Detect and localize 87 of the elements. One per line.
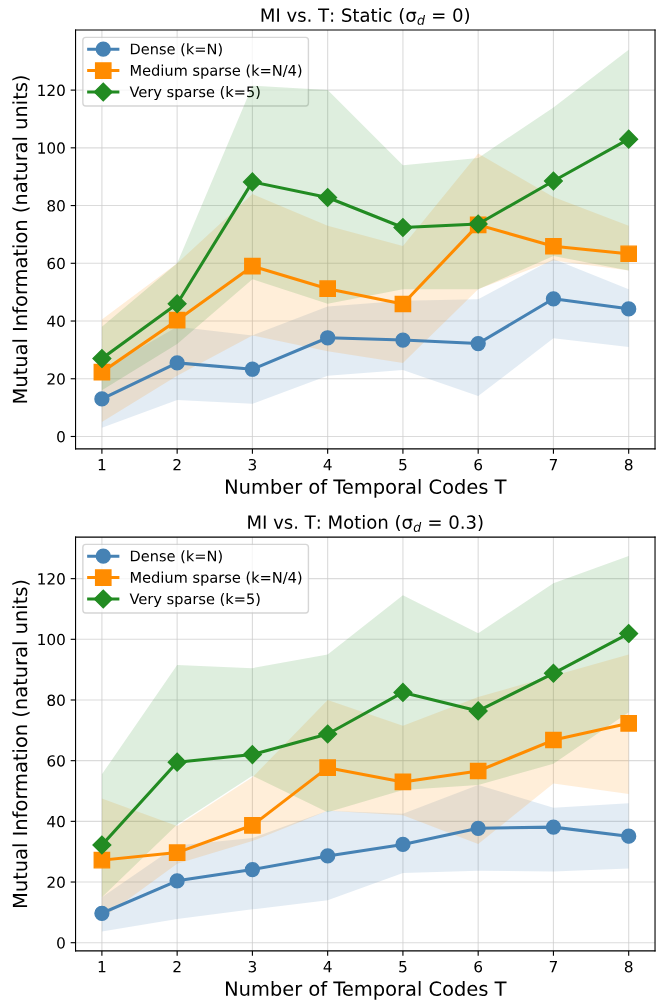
point [320, 848, 336, 864]
x-tick-label: 2 [173, 960, 181, 973]
legend-label: Medium sparse (k=N/4) [130, 64, 302, 79]
y-tick-label: 120 [38, 573, 65, 585]
y-tick-label: 100 [38, 142, 65, 154]
point [167, 752, 187, 772]
x-tick-label: 3 [248, 960, 257, 973]
point [394, 295, 412, 313]
y-tick-label: 20 [47, 373, 65, 385]
point [244, 257, 261, 275]
x-tick-label: 3 [248, 458, 257, 471]
y-tick-label: 40 [47, 815, 65, 828]
x-tick-label: 1 [98, 459, 106, 471]
point [319, 280, 336, 298]
point [318, 724, 338, 744]
point [620, 245, 638, 263]
point [167, 294, 187, 314]
point [169, 355, 185, 371]
point [543, 171, 563, 191]
point [319, 759, 336, 776]
y-axis-title: Mutual Information (natural units) [12, 580, 30, 908]
x-axis-title: Number of Temporal Codes T [226, 980, 507, 1000]
chart-title: MI vs. T: Static (σ$_{d}$ = 0) [261, 8, 470, 25]
y-tick-label: 20 [47, 876, 65, 889]
point [92, 349, 112, 369]
point [393, 217, 413, 238]
point [543, 663, 563, 683]
legend-label: Very sparse (k=5) [129, 593, 260, 608]
y-tick-label: 0 [57, 937, 65, 949]
point [545, 291, 562, 307]
point [244, 361, 261, 377]
point [92, 835, 112, 855]
x-tick-label: 5 [399, 459, 407, 471]
point [545, 731, 562, 749]
point [244, 861, 261, 878]
y-axis-title: Mutual Information (natural units) [12, 76, 30, 403]
point [93, 851, 111, 869]
point [619, 624, 639, 644]
chart-title: MI vs. T: Motion (σ$_{d}$ = 0.3) [248, 515, 483, 532]
y-tick-label: 100 [38, 633, 65, 646]
point [395, 836, 411, 853]
point [470, 820, 486, 836]
y-tick-label: 60 [47, 755, 65, 767]
y-tick-label: 40 [47, 315, 65, 328]
point [545, 237, 562, 255]
legend-label: Dense (k=N) [130, 550, 222, 564]
point [169, 873, 185, 889]
x-tick-label: 2 [173, 458, 181, 471]
y-tick-label: 80 [47, 694, 65, 707]
point [94, 391, 110, 407]
point [320, 330, 336, 346]
x-tick-label: 7 [549, 961, 557, 973]
point [395, 332, 411, 348]
point [94, 905, 110, 921]
y-tick-label: 80 [47, 200, 65, 212]
point [469, 762, 487, 780]
point [621, 301, 637, 317]
x-tick-label: 8 [624, 458, 633, 471]
x-tick-label: 6 [474, 960, 483, 973]
x-tick-label: 4 [323, 459, 332, 471]
point [168, 311, 186, 329]
x-tick-label: 4 [323, 961, 332, 973]
point [394, 773, 412, 791]
legend-label: Dense (k=N) [130, 43, 222, 57]
x-tick-label: 8 [624, 960, 633, 973]
x-axis-title: Number of Temporal Codes T [226, 478, 507, 498]
point [620, 715, 638, 732]
point [242, 745, 262, 765]
point [468, 701, 488, 721]
point [619, 129, 639, 149]
point [168, 844, 186, 861]
point [621, 828, 637, 844]
x-tick-label: 7 [549, 459, 557, 471]
point [244, 816, 261, 834]
point [242, 172, 262, 192]
point [470, 335, 486, 352]
y-tick-label: 0 [57, 430, 65, 443]
x-tick-label: 6 [474, 458, 483, 471]
point [393, 682, 413, 702]
point [545, 819, 562, 835]
y-tick-label: 120 [38, 84, 65, 97]
y-tick-label: 60 [47, 257, 65, 270]
x-tick-label: 1 [98, 961, 106, 973]
legend-label: Very sparse (k=5) [129, 86, 260, 101]
x-tick-label: 5 [399, 961, 407, 973]
legend-label: Medium sparse (k=N/4) [130, 571, 302, 586]
point [318, 187, 338, 208]
